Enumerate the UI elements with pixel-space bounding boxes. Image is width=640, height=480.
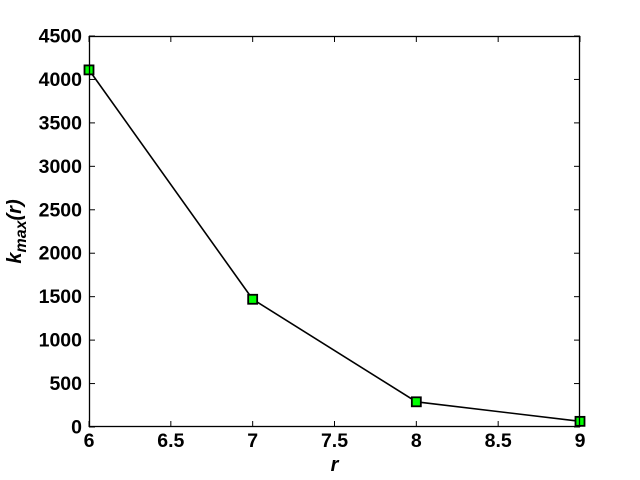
svg-text:2000: 2000	[39, 243, 83, 265]
svg-text:3000: 3000	[39, 156, 83, 178]
svg-text:3500: 3500	[39, 112, 83, 134]
svg-text:4000: 4000	[39, 69, 83, 91]
svg-text:500: 500	[49, 373, 82, 395]
svg-text:8.5: 8.5	[485, 430, 512, 452]
svg-text:kmax(r): kmax(r)	[4, 199, 30, 264]
svg-text:7: 7	[247, 430, 258, 452]
svg-text:9: 9	[575, 430, 586, 452]
svg-text:1500: 1500	[39, 286, 83, 308]
svg-text:6: 6	[84, 430, 95, 452]
svg-text:8: 8	[411, 430, 422, 452]
svg-text:r: r	[331, 454, 340, 476]
svg-text:0: 0	[71, 417, 82, 439]
svg-text:6.5: 6.5	[157, 430, 184, 452]
svg-text:7.5: 7.5	[321, 430, 348, 452]
svg-text:1000: 1000	[39, 330, 83, 352]
svg-text:4500: 4500	[39, 26, 83, 48]
svg-text:2500: 2500	[39, 199, 83, 221]
